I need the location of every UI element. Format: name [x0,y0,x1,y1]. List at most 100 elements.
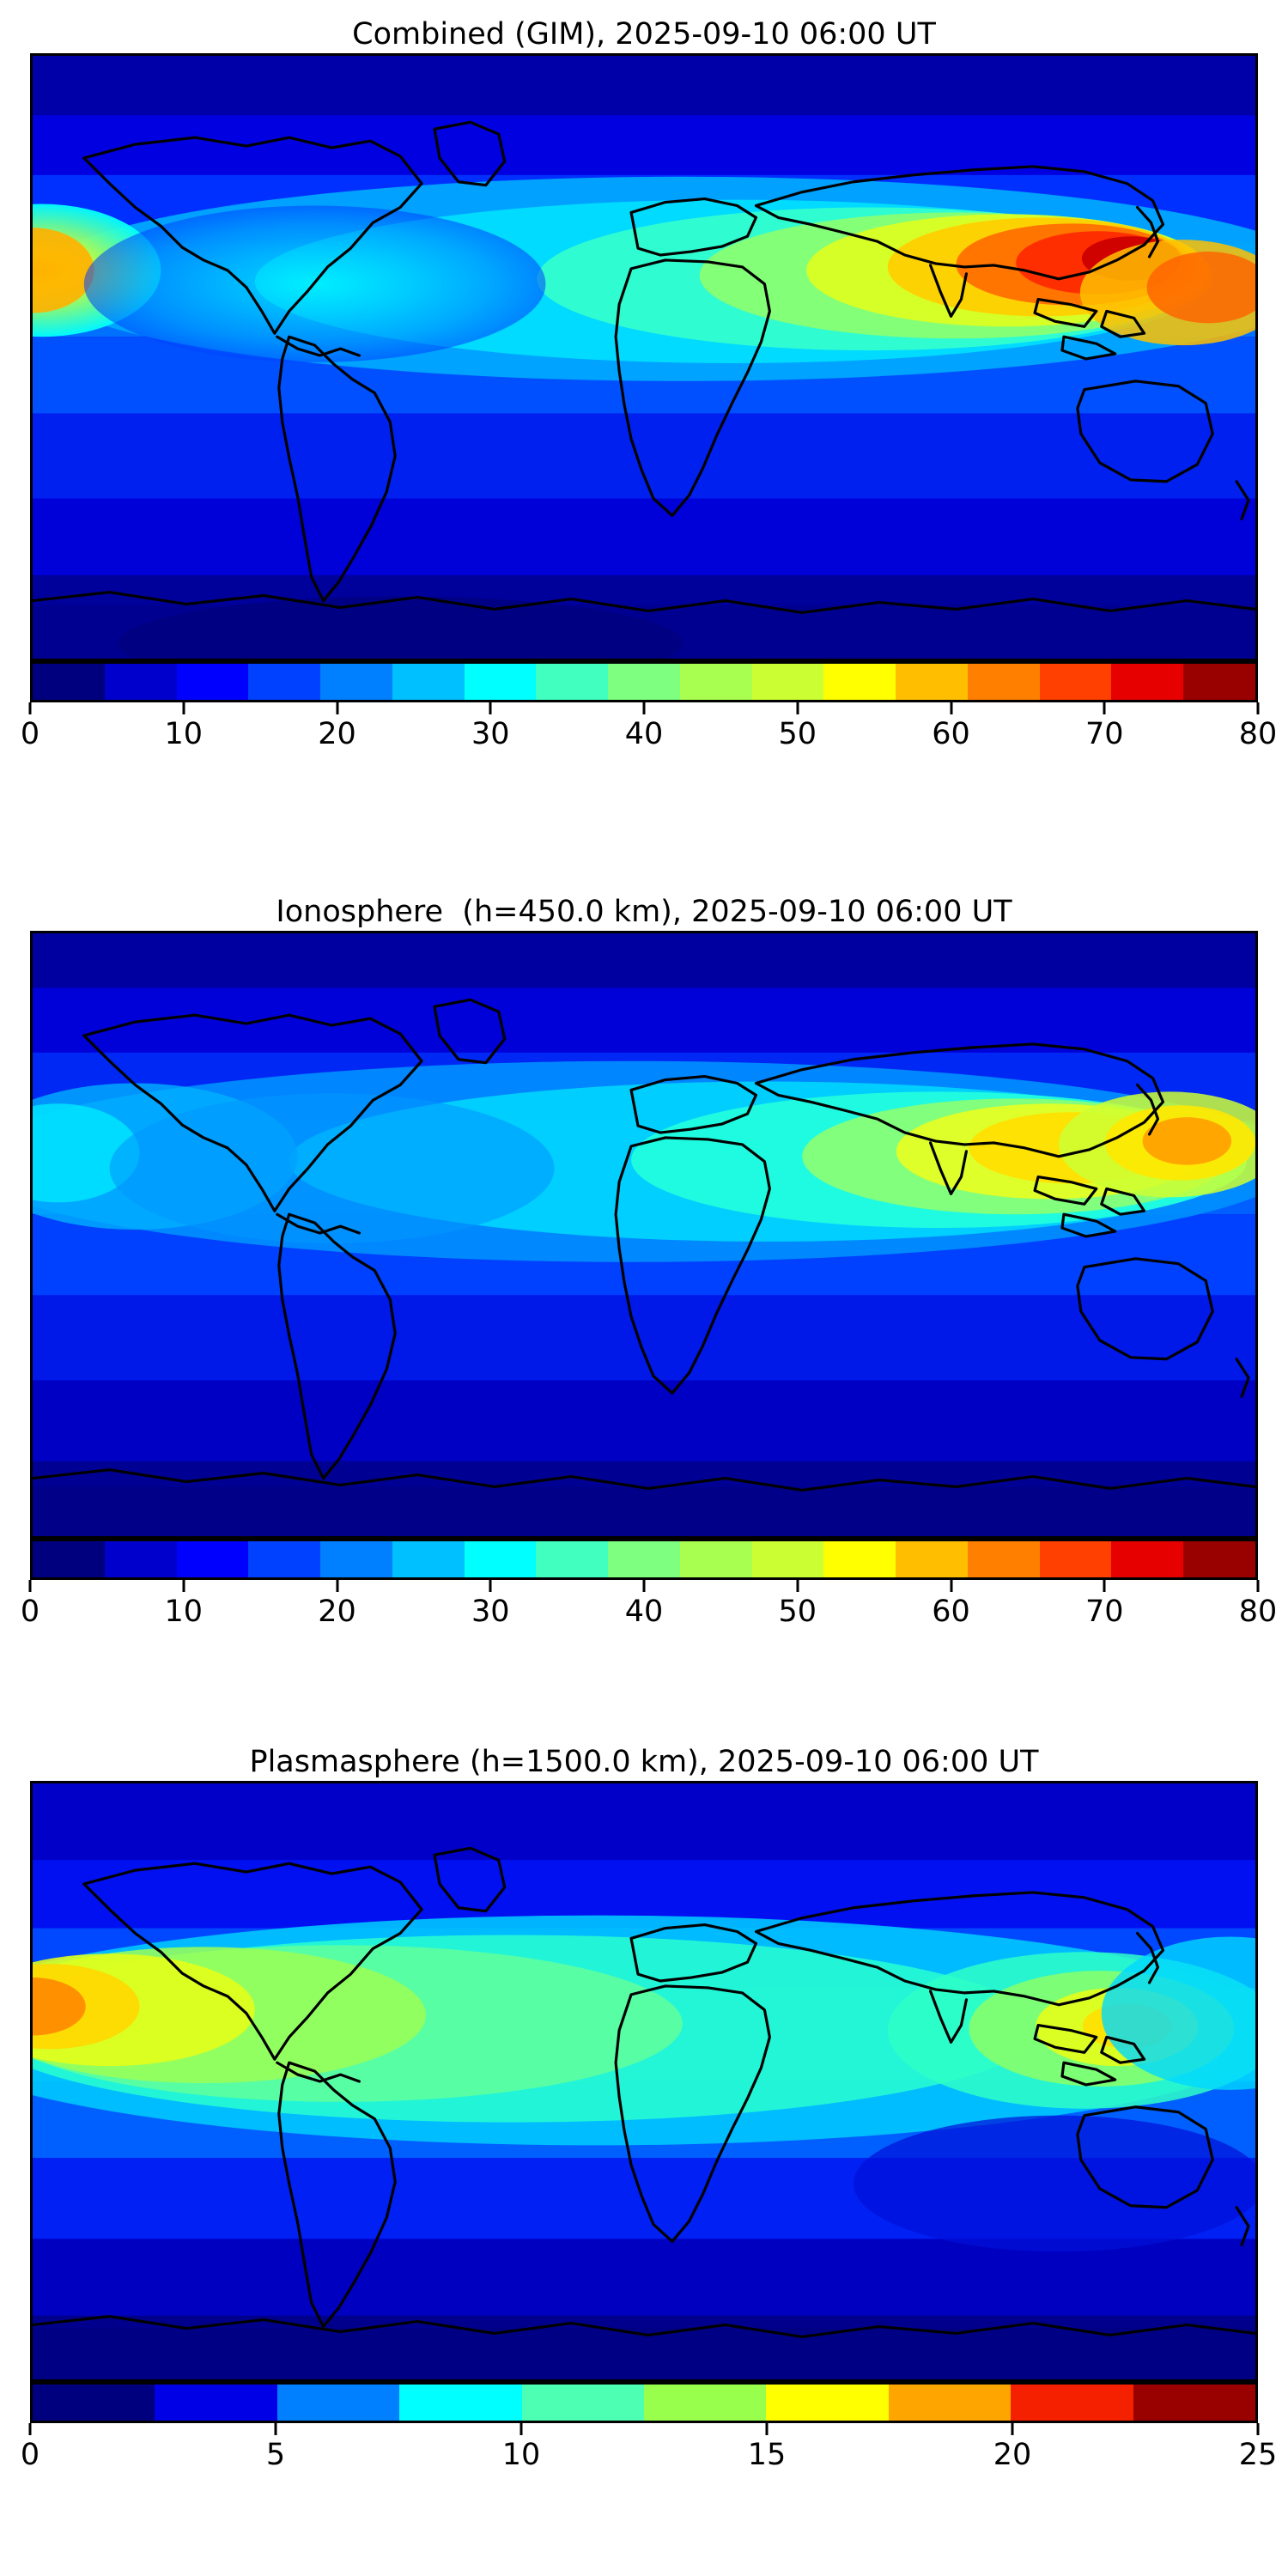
colorbar-tick [489,702,492,714]
colorbar-segment [155,2385,277,2421]
colorbar-combined-gim: 0 10 20 30 40 50 60 70 80 [21,661,1277,757]
colorbar-strip-2 [30,1539,1258,1580]
colorbar-tick-label: 0 [20,1595,40,1629]
colorbar-tick-label: 40 [624,1595,664,1629]
colorbar-segment [679,664,752,700]
colorbar-segment [392,664,465,700]
colorbar-tick-label: 20 [318,717,356,751]
colorbar-segment [1111,664,1184,700]
colorbar-tick [1011,2423,1014,2435]
colorbar-segment [1133,2385,1255,2421]
colorbar-tick [1256,1580,1260,1592]
colorbar-tick [765,2423,769,2435]
colorbar-segment [176,664,249,700]
colorbar-labels-1: 0 10 20 30 40 50 60 70 80 [21,714,1277,757]
colorbar-segment [521,2385,645,2421]
colorbar-tick-label: 20 [993,2438,1032,2472]
colorbar-segment [104,664,177,700]
colorbar-segment [248,664,321,700]
colorbar-tick [1103,702,1106,714]
colorbar-tick-label: 15 [747,2438,787,2472]
colorbar-segment [644,2385,767,2421]
colorbar-tick-label: 70 [1084,717,1124,751]
colorbar-segment [896,664,968,700]
colorbar-segment [1183,664,1255,700]
map-canvas-ionosphere [33,933,1255,1536]
colorbar-tick-label: 5 [265,2438,286,2472]
colorbar-tick-label: 70 [1084,1595,1124,1629]
colorbar-segment [967,1541,1040,1577]
colorbar-tick [182,1580,185,1592]
colorbar-segment [1111,1541,1184,1577]
colorbar-tick-label: 40 [624,717,664,751]
colorbar-strip-3 [30,2382,1258,2423]
colorbar-segment [176,1541,249,1577]
colorbar-tick [1103,1580,1106,1592]
colorbar-segment [33,664,105,700]
colorbar-segment [751,1541,824,1577]
colorbar-segment [33,2385,155,2421]
colorbar-segment [536,1541,609,1577]
colorbar-segment [392,1541,465,1577]
map-combined-gim [30,53,1258,661]
colorbar-tick-label: 30 [471,717,510,751]
colorbar-tick-label: 10 [164,717,204,751]
colorbar-tick-label: 25 [1238,2438,1278,2472]
colorbar-segment [276,2385,400,2421]
colorbar-segment [320,1541,392,1577]
colorbar-segment [896,1541,968,1577]
colorbar-labels-3: 0 5 10 15 20 25 [21,2435,1277,2478]
colorbar-tick [1256,702,1260,714]
colorbar-segment [33,1541,105,1577]
colorbar-segment [823,1541,896,1577]
colorbar-tick-label: 60 [932,717,970,751]
panel-combined-gim: Combined (GIM), 2025-09-10 06:00 UT [0,15,1288,757]
colorbar-plasmasphere: 0 5 10 15 20 25 [21,2382,1277,2478]
colorbar-tick-label: 10 [164,1595,204,1629]
colorbar-tick [28,1580,32,1592]
colorbar-tick-label: 20 [318,1595,356,1629]
colorbar-segment [608,1541,680,1577]
colorbar-tick [950,1580,952,1592]
colorbar-segment [888,2385,1012,2421]
panel-title-ionosphere: Ionosphere (h=450.0 km), 2025-09-10 06:0… [276,895,1012,929]
colorbar-tick-label: 0 [20,2438,40,2472]
colorbar-segment [679,1541,752,1577]
colorbar-tick [1256,2423,1260,2435]
colorbar-ticks-3 [28,2423,1260,2435]
map-plasmasphere [30,1781,1258,2382]
colorbar-tick [28,2423,32,2435]
map-ionosphere [30,931,1258,1539]
colorbar-segment [464,664,537,700]
colorbar-segment [751,664,824,700]
colorbar-tick [336,1580,338,1592]
colorbar-tick [796,702,799,714]
colorbar-tick-label: 80 [1238,1595,1278,1629]
colorbar-tick [796,1580,799,1592]
colorbar-tick-label: 30 [471,1595,510,1629]
panel-plasmasphere: Plasmasphere (h=1500.0 km), 2025-09-10 0… [0,1743,1288,2478]
colorbar-tick [642,702,646,714]
colorbar-tick-label: 50 [778,1595,817,1629]
colorbar-segment [766,2385,889,2421]
map-canvas-plasmasphere [33,1783,1255,2379]
colorbar-tick-label: 0 [20,717,40,751]
panel-title-combined-gim: Combined (GIM), 2025-09-10 06:00 UT [352,17,936,52]
colorbar-segment [320,664,392,700]
colorbar-segment [104,1541,177,1577]
colorbar-labels-2: 0 10 20 30 40 50 60 70 80 [21,1592,1277,1635]
panel-ionosphere: Ionosphere (h=450.0 km), 2025-09-10 06:0… [0,893,1288,1635]
colorbar-ticks-1 [28,702,1260,714]
colorbar-tick-label: 50 [778,717,817,751]
colorbar-segment [608,664,680,700]
colorbar-tick [28,702,32,714]
colorbar-segment [823,664,896,700]
map-canvas-combined-gim [33,56,1255,659]
colorbar-segment [248,1541,321,1577]
colorbar-segment [536,664,609,700]
colorbar-segment [967,664,1040,700]
colorbar-segment [1039,664,1112,700]
colorbar-tick [274,2423,277,2435]
colorbar-tick-label: 60 [932,1595,970,1629]
